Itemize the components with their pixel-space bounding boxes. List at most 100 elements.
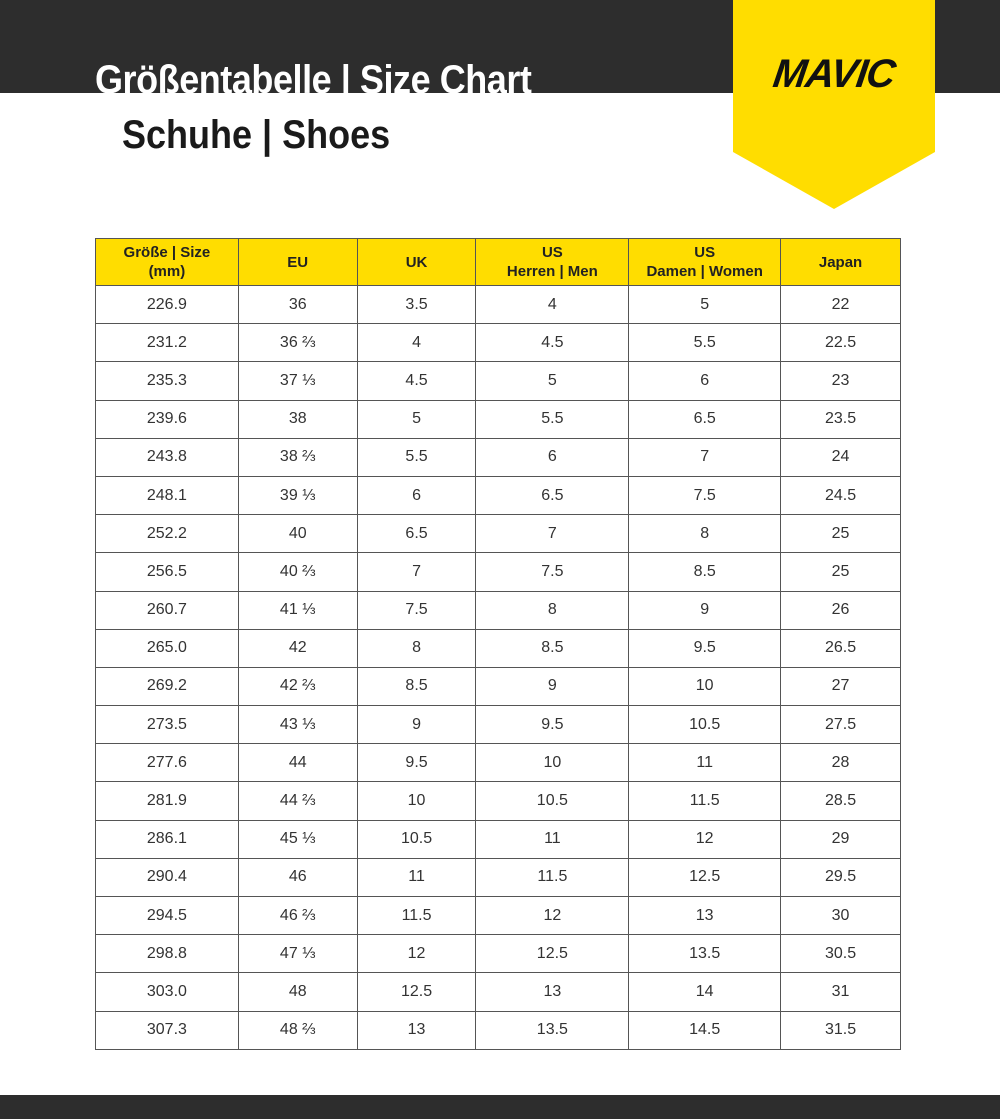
table-cell: 26.5: [780, 628, 901, 668]
table-row: 294.5 46 ⅔ 11.5 12 13 30: [95, 895, 901, 936]
table-cell: 41 ⅓: [237, 590, 358, 630]
table-cell: 260.7: [95, 590, 239, 630]
table-cell: 37 ⅓: [237, 361, 358, 401]
table-cell: 248.1: [95, 475, 239, 516]
table-cell: 48 ⅔: [237, 1010, 358, 1050]
table-cell: 6.5: [356, 514, 477, 554]
table-row: 252.2 40 6.5 7 8 25: [95, 514, 901, 554]
table-row: 226.9 36 3.5 4 5 22: [95, 284, 901, 325]
table-cell: 46 ⅔: [237, 895, 358, 936]
table-cell: 13: [628, 895, 782, 936]
table-cell: 45 ⅓: [237, 819, 358, 859]
table-cell: 231.2: [95, 323, 239, 363]
table-cell: 7.5: [628, 475, 782, 516]
table-cell: 12.5: [628, 857, 782, 898]
table-cell: 7: [356, 552, 477, 592]
table-cell: 11.5: [628, 781, 782, 821]
column-header-text: Japan: [818, 253, 863, 271]
column-header: EU: [237, 238, 358, 286]
table-cell: 286.1: [95, 819, 239, 859]
column-header-text: Damen | Women: [646, 263, 763, 280]
table-cell: 226.9: [95, 284, 239, 325]
table-cell: 36: [237, 284, 358, 325]
column-header-text: US: [541, 244, 563, 261]
table-cell: 30.5: [780, 934, 901, 974]
table-cell: 9.5: [356, 743, 477, 783]
table-cell: 6: [475, 437, 630, 477]
table-cell: 44: [237, 743, 358, 783]
table-cell: 8: [475, 590, 630, 630]
table-row: 286.1 45 ⅓ 10.5 11 12 29: [95, 819, 901, 859]
table-cell: 42: [237, 628, 358, 668]
table-cell: 31: [780, 972, 901, 1012]
table-cell: 3.5: [356, 284, 477, 325]
table-row: 273.5 43 ⅓ 9 9.5 10.5 27.5: [95, 705, 901, 745]
size-chart-table: Größe | Size (mm) EU UK US Herren | Men US Dame…: [95, 238, 901, 1050]
table-cell: 5: [475, 361, 630, 401]
column-header-text: Größe | Size: [123, 244, 211, 261]
table-cell: 25: [780, 514, 901, 554]
table-row: 265.0 42 8 8.5 9.5 26.5: [95, 628, 901, 668]
table-cell: 10.5: [475, 781, 630, 821]
table-cell: 11.5: [475, 857, 630, 898]
table-cell: 36 ⅔: [237, 323, 358, 363]
table-cell: 10: [475, 743, 630, 783]
table-row: 281.9 44 ⅔ 10 10.5 11.5 28.5: [95, 781, 901, 821]
table-cell: 47 ⅓: [237, 934, 358, 974]
table-cell: 290.4: [95, 857, 239, 898]
table-cell: 5.5: [628, 323, 782, 363]
table-cell: 24.5: [780, 475, 901, 516]
table-cell: 11: [475, 819, 630, 859]
table-cell: 12.5: [356, 972, 477, 1012]
table-cell: 27: [780, 666, 901, 707]
logo-badge-shape: [733, 0, 935, 209]
table-cell: 10: [628, 666, 782, 707]
column-header-text: EU: [287, 253, 309, 271]
table-cell: 13: [356, 1010, 477, 1050]
table-cell: 6.5: [475, 475, 630, 516]
table-row: 235.3 37 ⅓ 4.5 5 6 23: [95, 361, 901, 401]
table-cell: 22.5: [780, 323, 901, 363]
table-cell: 4: [475, 284, 630, 325]
column-header-text: (mm): [148, 263, 186, 280]
table-row: 303.0 48 12.5 13 14 31: [95, 972, 901, 1012]
table-cell: 10: [356, 781, 477, 821]
table-cell: 48: [237, 972, 358, 1012]
table-cell: 298.8: [95, 934, 239, 974]
table-cell: 9: [356, 705, 477, 745]
table-cell: 23: [780, 361, 901, 401]
table-cell: 5: [356, 399, 477, 439]
table-cell: 239.6: [95, 399, 239, 439]
table-cell: 14: [628, 972, 782, 1012]
table-cell: 10.5: [628, 705, 782, 745]
table-cell: 5: [628, 284, 782, 325]
table-cell: 7: [475, 514, 630, 554]
table-cell: 235.3: [95, 361, 239, 401]
table-cell: 11: [628, 743, 782, 783]
table-row: 277.6 44 9.5 10 11 28: [95, 743, 901, 783]
table-cell: 22: [780, 284, 901, 325]
table-cell: 28: [780, 743, 901, 783]
table-cell: 4.5: [475, 323, 630, 363]
table-cell: 46: [237, 857, 358, 898]
table-cell: 252.2: [95, 514, 239, 554]
table-cell: 4.5: [356, 361, 477, 401]
table-cell: 4: [356, 323, 477, 363]
table-cell: 30: [780, 895, 901, 936]
table-cell: 23.5: [780, 399, 901, 439]
table-cell: 27.5: [780, 705, 901, 745]
table-cell: 9.5: [628, 628, 782, 668]
column-header: Größe | Size (mm): [95, 238, 239, 286]
table-cell: 8.5: [356, 666, 477, 707]
table-cell: 9: [475, 666, 630, 707]
table-cell: 5.5: [475, 399, 630, 439]
column-header: US Damen | Women: [628, 238, 782, 286]
table-cell: 6: [356, 475, 477, 516]
table-cell: 24: [780, 437, 901, 477]
table-cell: 7.5: [356, 590, 477, 630]
table-cell: 8.5: [628, 552, 782, 592]
column-header-text: US: [694, 244, 716, 261]
table-cell: 44 ⅔: [237, 781, 358, 821]
table-cell: 40: [237, 514, 358, 554]
table-cell: 11.5: [356, 895, 477, 936]
